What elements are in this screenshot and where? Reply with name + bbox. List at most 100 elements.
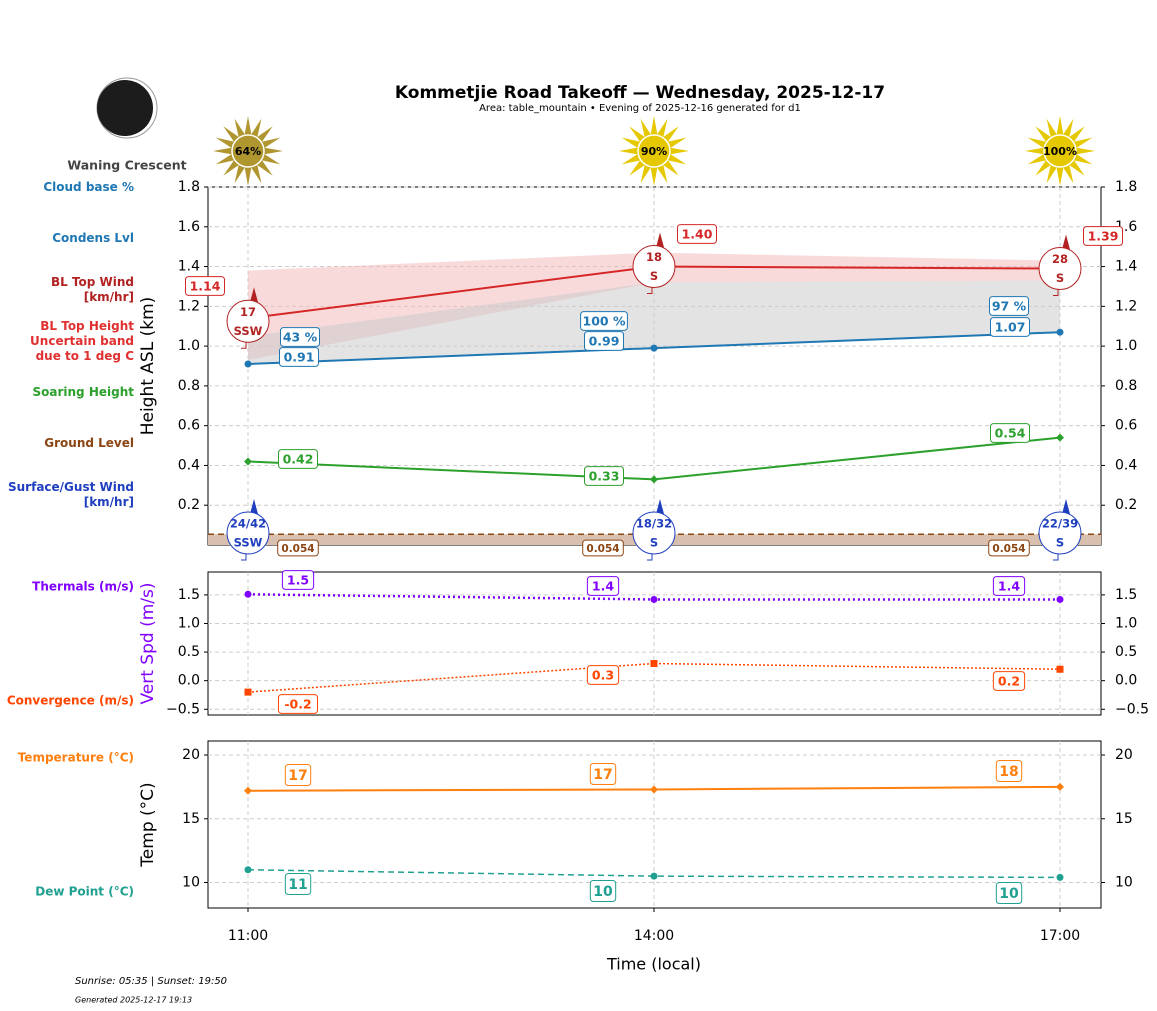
sunrise-sunset: Sunrise: 05:35 | Sunset: 19:50 <box>75 976 227 987</box>
dew-point-label-box <box>995 882 1023 904</box>
bl-top-label-box <box>185 276 225 296</box>
condens-lvl-label: 0.91 <box>284 350 315 365</box>
chart-title: Kommetjie Road Takeoff — Wednesday, 2025… <box>395 83 885 103</box>
bl-wind-barb-dir: SSW <box>234 324 263 338</box>
thermals-label: 1.5 <box>287 573 309 588</box>
surface-wind-barb-tail-icon <box>1053 554 1059 561</box>
bl-wind-barb-arrow-icon <box>656 232 664 248</box>
y-tick-label: 0.0 <box>178 673 200 689</box>
bl-top-label: 1.40 <box>682 227 713 242</box>
y-tick-label-right: −0.5 <box>1115 701 1149 717</box>
temperature-label-box <box>284 764 312 786</box>
y-tick-label: −0.5 <box>166 701 200 717</box>
sun-percent-label: 90% <box>641 145 667 158</box>
bl-wind-barb-tail-icon <box>1053 289 1059 297</box>
y-tick-label-right: 1.0 <box>1115 338 1137 354</box>
y-tick-label-right: 0.0 <box>1115 673 1137 689</box>
surface-wind-barb-speed: 24/42 <box>230 517 266 531</box>
surface-wind-barb-arrow-icon <box>250 499 258 514</box>
y-tick-label: 0.6 <box>178 418 200 434</box>
cloud-base-pct-label: 97 % <box>992 299 1027 314</box>
sun-disc <box>637 134 671 168</box>
convergence-line-point <box>244 688 252 696</box>
bl-top-label-box <box>1083 226 1123 246</box>
convergence-label: 0.3 <box>592 668 614 683</box>
thermals-label: 1.4 <box>592 579 614 594</box>
bl-wind-barb-speed: 18 <box>646 250 662 264</box>
soaring-label-box <box>990 423 1030 443</box>
bl-wind-barb-circle <box>632 245 676 289</box>
condens-lvl-label-box <box>584 331 624 351</box>
soaring-label-box <box>584 466 624 486</box>
thermals-label-box <box>992 576 1026 596</box>
y-tick-label: 0.4 <box>178 457 200 473</box>
dew-point-label-box <box>284 873 312 895</box>
bl-wind-barb-dir: S <box>650 269 658 283</box>
y-axis-label: Height ASL (km) <box>138 297 158 436</box>
dew-point-label: 11 <box>288 877 307 893</box>
y-tick-label: 1.8 <box>178 179 200 195</box>
y-tick-label-right: 1.5 <box>1115 587 1137 603</box>
bl-wind-barb-tail-icon <box>647 287 653 295</box>
surface-wind-barb-circle <box>226 511 270 555</box>
surface-wind-barb-arrow-icon <box>656 499 664 514</box>
cloud-base-pct-label-box <box>280 327 320 347</box>
bl-wind-barb-arrow-icon <box>250 287 258 303</box>
soaring-label: 0.54 <box>995 426 1026 441</box>
sun-percent-label: 100% <box>1043 145 1077 158</box>
condens-lvl-label: 0.99 <box>589 334 620 349</box>
dew-point-label: 10 <box>593 884 613 900</box>
y-tick-label: 1.5 <box>178 587 200 603</box>
y-tick-label-right: 1.4 <box>1115 259 1137 275</box>
condens-lvl-label-box <box>279 347 319 367</box>
temperature-label-box <box>589 763 617 785</box>
y-tick-label: 1.2 <box>178 298 200 314</box>
x-tick-label: 14:00 <box>634 928 674 944</box>
surface-wind-barb-dir: S <box>1056 536 1064 550</box>
surface-wind-barb-tail-icon <box>647 554 653 561</box>
cloud-base-pct-label: 100 % <box>583 314 626 329</box>
condens-lvl-line-point <box>244 360 252 368</box>
bl-wind-barb-arrow-icon <box>1062 234 1070 250</box>
ground-level-label: 0.054 <box>281 543 314 555</box>
row-label-bl-top-height: BL Top Height Uncertain band due to 1 de… <box>30 319 134 363</box>
y-tick-label: 20 <box>182 747 200 763</box>
dew-point-line-point <box>244 866 252 874</box>
y-tick-label-right: 0.2 <box>1115 497 1137 513</box>
thermals-line-point <box>1056 595 1064 603</box>
row-label-bl-top-wind: BL Top Wind [km/hr] <box>50 275 134 304</box>
cloud-base-pct-label: 43 % <box>283 330 318 345</box>
row-label-ground-level: Ground Level <box>44 436 134 450</box>
temperature-line-point <box>244 786 252 795</box>
dew-point-line-point <box>650 872 658 880</box>
convergence-label-box <box>992 671 1026 691</box>
bl-top-label-box <box>677 224 717 244</box>
y-tick-label: 1.0 <box>178 615 200 631</box>
row-label-cloud-base: Cloud base % <box>43 180 134 194</box>
y-tick-label: 10 <box>182 875 200 891</box>
row-label-condens-lvl: Condens Lvl <box>52 231 134 245</box>
temperature-label: 17 <box>288 768 307 784</box>
y-tick-label-right: 1.0 <box>1115 615 1137 631</box>
y-tick-label: 0.5 <box>178 644 200 660</box>
ground-level-label-box <box>988 539 1030 557</box>
thermals-label-box <box>586 576 620 596</box>
convergence-legend-label: Convergence (m/s) <box>7 694 134 708</box>
surface-wind-barb-arrow-icon <box>1062 499 1070 514</box>
row-label-surface-wind: Surface/Gust Wind [km/hr] <box>8 480 134 509</box>
y-tick-label: 15 <box>182 811 200 827</box>
ground-level-label-box <box>582 539 624 557</box>
soaring-line-point <box>244 457 252 466</box>
chart-subtitle: Area: table_mountain • Evening of 2025-1… <box>479 103 801 114</box>
bl-wind-barb-dir: S <box>1056 271 1064 285</box>
cloud-base-pct-label-box <box>989 296 1029 316</box>
bl-top-label: 1.39 <box>1088 229 1119 244</box>
soaring-line <box>247 436 1061 481</box>
thermals-label-box <box>281 570 315 590</box>
y-tick-label: 1.0 <box>178 338 200 354</box>
dew-point-label: 10 <box>999 886 1019 902</box>
bl-top-label: 1.14 <box>190 279 221 294</box>
convergence-label-box <box>278 694 318 714</box>
soaring-label: 0.42 <box>283 452 314 467</box>
